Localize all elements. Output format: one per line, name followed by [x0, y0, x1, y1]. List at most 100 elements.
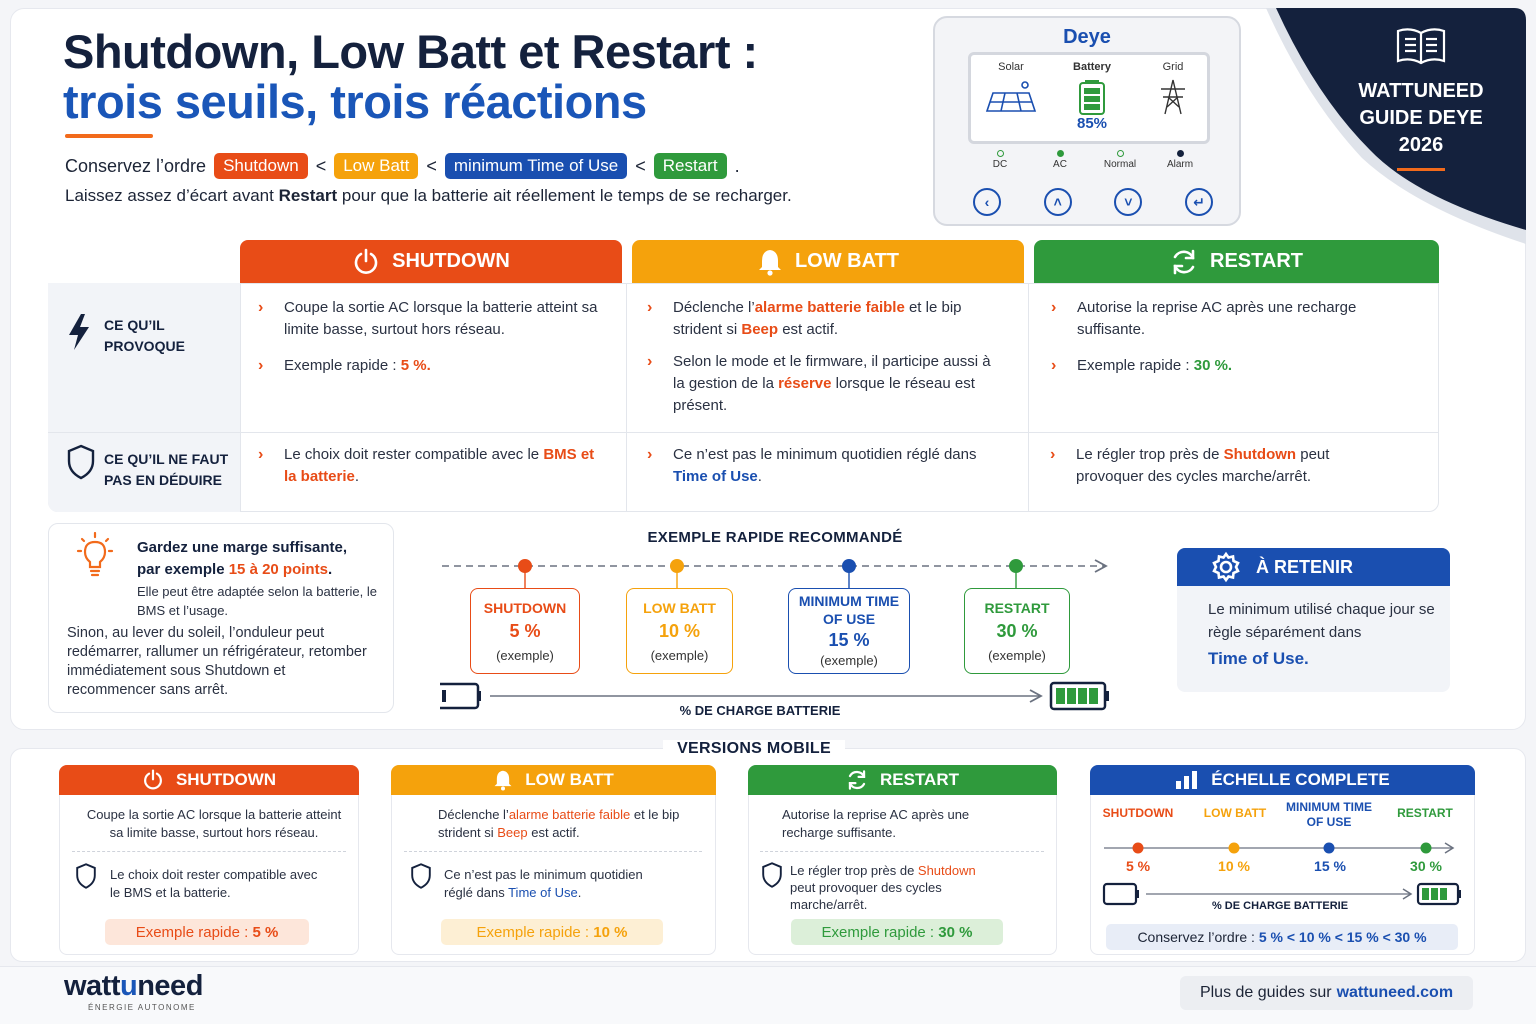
book-icon: [1396, 28, 1446, 65]
battery-percent: 85%: [1076, 115, 1108, 132]
scale-order: Conservez l’ordre : 5 % < 10 % < 15 % < …: [1106, 924, 1458, 950]
retain-header: À RETENIR: [1177, 548, 1450, 586]
led-dc: DC: [975, 150, 1025, 170]
down-icon[interactable]: ˅: [1114, 188, 1143, 216]
bell-icon: [494, 770, 512, 791]
battery-label: Battery: [1073, 61, 1111, 73]
screen-battery: Battery 85%: [1062, 61, 1122, 132]
scale-value-shutdown: 5 %: [1125, 858, 1151, 874]
more-guides-link[interactable]: Plus de guides sur wattuneed.com: [1180, 976, 1473, 1010]
lightbulb-icon: [76, 532, 114, 577]
row2-label: CE QU’IL NE FAUT PAS EN DÉDUIRE: [104, 451, 229, 488]
pill-low-batt: Low Batt: [334, 153, 419, 179]
lowbatt-effect-2: › Selon le mode et le firmware, il partic…: [647, 353, 991, 414]
divider: [760, 851, 1044, 852]
page-title: Shutdown, Low Batt et Restart :: [63, 25, 758, 78]
solar-label: Solar: [998, 61, 1024, 73]
lightning-icon: [69, 314, 89, 350]
mobile-shutdown-example: Exemple rapide : 5 %: [105, 919, 309, 945]
page-subtitle: trois seuils, trois réactions: [63, 75, 647, 128]
mobile-restart-text: Autorise la reprise AC après une recharg…: [782, 807, 970, 840]
col-divider: [1028, 283, 1029, 512]
mobile-shutdown-header: SHUTDOWN: [59, 765, 359, 795]
status-leds: DC AC Normal Alarm: [975, 150, 1205, 170]
brand-tagline: ÉNERGIE AUTONOME: [88, 1003, 196, 1012]
scale-label-lowbatt: LOW BATT: [1203, 806, 1267, 820]
mobile-card-scale: [1090, 765, 1475, 955]
lowbatt-effect-1: › Déclenche l’alarme batterie faible et l…: [647, 299, 962, 338]
order-sep: <: [315, 155, 327, 176]
led-normal: Normal: [1095, 150, 1145, 170]
pylon-icon: [1161, 79, 1185, 115]
inverter-panel: Deye Solar Battery 85% Grid DC AC Normal…: [933, 16, 1241, 226]
col-divider: [626, 283, 627, 512]
banner-line1: WATTUNEED: [1358, 80, 1484, 102]
divider: [404, 851, 702, 852]
mobile-lowbatt-header: LOW BATT: [391, 765, 716, 795]
column-shutdown-header: SHUTDOWN: [240, 240, 622, 283]
mobile-lowbatt-text: Déclenche l’alarme batterie faible et le…: [438, 807, 680, 840]
grid-label: Grid: [1162, 61, 1184, 73]
step-min-time-of-use: MINIMUM TIME OF USE 15 % (exemple): [788, 588, 910, 674]
shutdown-effect-2: › Exemple rapide : 5 %.: [258, 357, 431, 374]
order-line: Conservez l’ordre Shutdown < Low Batt < …: [65, 153, 740, 179]
pill-time-of-use: minimum Time of Use: [444, 153, 628, 179]
threshold-timeline: [440, 559, 1109, 711]
scale-value-restart: 30 %: [1410, 858, 1442, 874]
sub-line-bold: Restart: [278, 186, 338, 205]
restart-effect-1: › Autorise la reprise AC après une rechar…: [1051, 299, 1357, 338]
column-restart-title: RESTART: [1210, 250, 1303, 272]
shield-icon: [67, 444, 95, 480]
scale-label-tou: MINIMUM TIME OF USE: [1286, 800, 1372, 829]
brand-logo[interactable]: wattuneed: [64, 970, 203, 1002]
order-end: .: [734, 155, 740, 176]
guide-banner: [1266, 8, 1526, 244]
shutdown-caution: › Le choix doit rester compatible avec le…: [258, 446, 595, 485]
column-restart-header: RESTART: [1034, 240, 1439, 283]
mobile-restart-caution: Le régler trop près de Shutdown peut pro…: [790, 863, 976, 912]
banner-line2: GUIDE DEYE: [1359, 107, 1483, 129]
order-sep: <: [426, 155, 437, 176]
battery-axis-label: % DE CHARGE BATTERIE: [679, 703, 841, 718]
retain-body: Le minimum utilisé chaque jour se règle …: [1208, 601, 1435, 668]
scale-label-restart: RESTART: [1397, 806, 1453, 820]
refresh-icon: [1173, 249, 1195, 274]
sub-line-post: pour que la batterie ait réellement le t…: [337, 186, 792, 205]
scale-label-shutdown: SHUTDOWN: [1102, 806, 1174, 820]
bar-chart-icon: [1176, 771, 1198, 789]
pill-shutdown: Shutdown: [214, 153, 308, 179]
mobile-scale-track: [1102, 842, 1461, 906]
sub-line: Laissez assez d’écart avant Restart pour…: [65, 186, 792, 206]
tip-body: Sinon, au lever du soleil, l’onduleur pe…: [67, 625, 367, 698]
mobile-scale-header: ÉCHELLE COMPLETE: [1090, 765, 1475, 795]
retain-title: À RETENIR: [1256, 556, 1354, 577]
solar-panel-icon: [985, 81, 1037, 112]
restart-caution: › Le régler trop près de Shutdown peut pr…: [1050, 446, 1330, 485]
column-shutdown-title: SHUTDOWN: [392, 250, 510, 272]
banner-year: 2026: [1398, 134, 1444, 156]
device-brand: Deye: [1063, 26, 1111, 48]
order-sep: <: [635, 155, 646, 176]
mobile-shutdown-caution: Le choix doit rester compatible avec le …: [110, 867, 318, 900]
step-restart: RESTART 30 % (exemple): [964, 588, 1070, 674]
step-low-batt: LOW BATT 10 % (exemple): [626, 588, 733, 674]
restart-effect-2: › Exemple rapide : 30 %.: [1051, 357, 1233, 374]
col-divider: [240, 283, 241, 512]
bell-icon: [758, 249, 781, 276]
led-alarm: Alarm: [1155, 150, 1205, 170]
scale-value-tou: 15 %: [1314, 858, 1346, 874]
row1-label: CE QU’IL PROVOQUE: [104, 317, 185, 354]
inverter-screen: Solar Battery 85% Grid: [968, 52, 1210, 144]
shield-icon: [762, 862, 782, 888]
step-shutdown: SHUTDOWN 5 % (exemple): [470, 588, 580, 674]
mobile-restart-header: RESTART: [748, 765, 1057, 795]
back-icon[interactable]: ‹: [973, 188, 1001, 216]
mobile-shutdown-text: Coupe la sortie AC lorsque la batterie a…: [86, 807, 342, 840]
example-title: EXEMPLE RAPIDE RECOMMANDÉ: [647, 529, 903, 546]
column-lowbatt-header: LOW BATT: [632, 240, 1024, 283]
enter-icon[interactable]: ↵: [1184, 188, 1213, 216]
shield-icon: [411, 863, 431, 889]
sub-line-pre: Laissez assez d’écart avant: [65, 186, 279, 205]
up-icon[interactable]: ˄: [1043, 188, 1072, 216]
pill-restart: Restart: [653, 153, 727, 179]
